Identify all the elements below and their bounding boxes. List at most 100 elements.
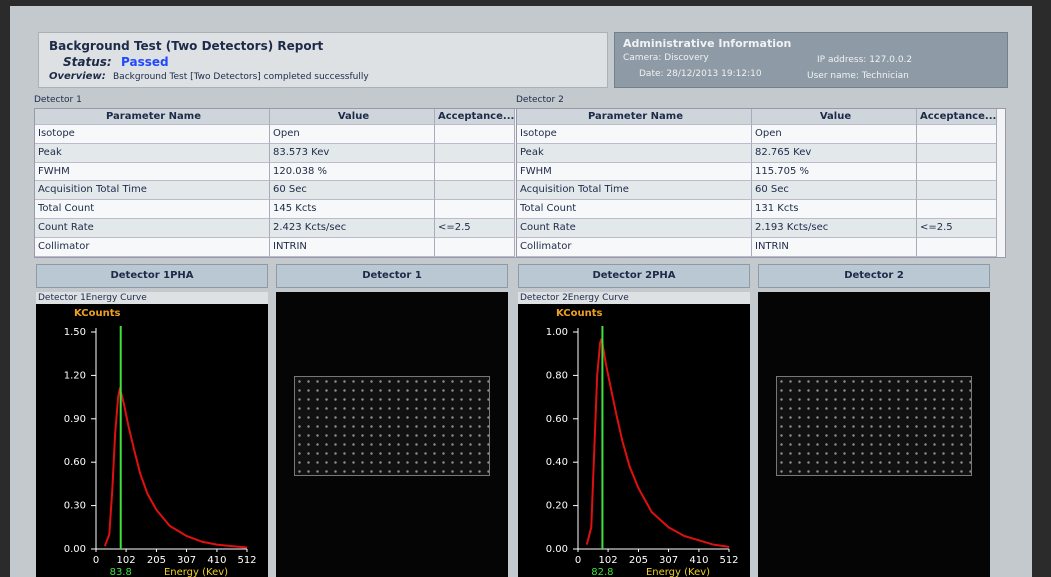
user-name: User name: Technician xyxy=(807,71,909,81)
table-cell: Total Count xyxy=(35,200,270,219)
report-panel: Background Test (Two Detectors) Report S… xyxy=(38,32,608,88)
table-cell: Acquisition Total Time xyxy=(35,181,270,200)
admin-title: Administrative Information xyxy=(623,37,791,50)
y-tick-label: 0.00 xyxy=(64,544,86,555)
peak-label: 82.8 xyxy=(591,567,613,577)
screen: Background Test (Two Detectors) Report S… xyxy=(10,6,1032,577)
detector-image xyxy=(276,292,508,577)
table-cell: Total Count xyxy=(517,200,752,219)
y-tick-label: 1.50 xyxy=(64,327,86,338)
table-cell: 83.573 Kev xyxy=(270,144,435,163)
overview-label: Overview: xyxy=(49,71,106,82)
column-header: Value xyxy=(270,109,435,125)
tab[interactable]: Detector 1PHA xyxy=(36,264,268,288)
table-cell: 60 Sec xyxy=(270,181,435,200)
energy-curve xyxy=(105,390,247,548)
table-cell: Isotope xyxy=(517,125,752,144)
x-axis-label: Energy (Kev) xyxy=(164,567,228,577)
y-tick-label: 0.20 xyxy=(546,501,568,512)
table-cell: 120.038 % xyxy=(270,163,435,182)
table-cell: Open xyxy=(270,125,435,144)
status-value: Passed xyxy=(121,55,169,69)
empty-cell xyxy=(917,144,997,163)
x-tick-label: 205 xyxy=(147,555,166,566)
table-cell: <=2.5 xyxy=(917,219,997,238)
tab[interactable]: Detector 2PHA xyxy=(518,264,750,288)
chart-title: Detector 2Energy Curve xyxy=(518,292,750,304)
table-cell: 2.423 Kcts/sec xyxy=(270,219,435,238)
column-header: Acceptance... xyxy=(435,109,515,125)
table-cell: INTRIN xyxy=(270,238,435,257)
table-cell: Acquisition Total Time xyxy=(517,181,752,200)
empty-cell xyxy=(435,181,515,200)
x-tick-label: 0 xyxy=(575,555,581,566)
x-tick-label: 307 xyxy=(177,555,196,566)
empty-cell xyxy=(917,238,997,257)
x-tick-label: 410 xyxy=(689,555,708,566)
y-tick-label: 0.40 xyxy=(546,457,568,468)
status-label: Status: xyxy=(63,55,112,69)
peak-label: 83.8 xyxy=(110,567,132,577)
y-tick-label: 0.90 xyxy=(64,414,86,425)
y-tick-label: 0.80 xyxy=(546,370,568,381)
x-tick-label: 102 xyxy=(599,555,618,566)
table-cell: 131 Kcts xyxy=(752,200,917,219)
table-cell: FWHM xyxy=(35,163,270,182)
y-tick-label: 0.60 xyxy=(64,457,86,468)
y-axis-label: KCounts xyxy=(556,308,603,319)
empty-cell xyxy=(917,181,997,200)
y-axis-label: KCounts xyxy=(74,308,121,319)
table-cell: Peak xyxy=(35,144,270,163)
y-tick-label: 1.20 xyxy=(64,370,86,381)
table-cell: Open xyxy=(752,125,917,144)
table-cell: Collimator xyxy=(35,238,270,257)
column-header: Value xyxy=(752,109,917,125)
page: Background Test (Two Detectors) Report S… xyxy=(0,0,1051,577)
x-axis-label: Energy (Kev) xyxy=(646,567,710,577)
detector-image xyxy=(758,292,990,577)
flood-image xyxy=(294,376,490,476)
column-header: Parameter Name xyxy=(517,109,752,125)
y-tick-label: 1.00 xyxy=(546,327,568,338)
column-header: Acceptance... xyxy=(917,109,997,125)
table-cell: 115.705 % xyxy=(752,163,917,182)
tab[interactable]: Detector 2 xyxy=(758,264,990,288)
x-tick-label: 410 xyxy=(207,555,226,566)
x-tick-label: 205 xyxy=(629,555,648,566)
ip-address: IP address: 127.0.0.2 xyxy=(817,55,912,65)
detector-label: Detector 1 xyxy=(34,95,82,105)
table-cell: <=2.5 xyxy=(435,219,515,238)
tab[interactable]: Detector 1 xyxy=(276,264,508,288)
camera: Camera: Discovery xyxy=(623,53,709,63)
empty-cell xyxy=(435,238,515,257)
overview-text: Background Test [Two Detectors] complete… xyxy=(113,72,369,82)
energy-curve xyxy=(587,339,729,547)
table-cell: Peak xyxy=(517,144,752,163)
detector-label: Detector 2 xyxy=(516,95,564,105)
y-tick-label: 0.30 xyxy=(64,501,86,512)
table-cell: Count Rate xyxy=(517,219,752,238)
admin-panel: Administrative Information Camera: Disco… xyxy=(614,32,1008,88)
table-cell: INTRIN xyxy=(752,238,917,257)
report-title: Background Test (Two Detectors) Report xyxy=(49,39,323,53)
table-cell: Collimator xyxy=(517,238,752,257)
x-tick-label: 0 xyxy=(93,555,99,566)
table-cell: 60 Sec xyxy=(752,181,917,200)
x-tick-label: 512 xyxy=(237,555,256,566)
column-header: Parameter Name xyxy=(35,109,270,125)
empty-cell xyxy=(917,200,997,219)
empty-cell xyxy=(435,144,515,163)
x-tick-label: 307 xyxy=(659,555,678,566)
table-cell: 82.765 Kev xyxy=(752,144,917,163)
empty-cell xyxy=(917,163,997,182)
y-tick-label: 0.00 xyxy=(546,544,568,555)
empty-cell xyxy=(435,200,515,219)
chart-title: Detector 1Energy Curve xyxy=(36,292,268,304)
flood-image xyxy=(776,376,972,476)
table-cell: Count Rate xyxy=(35,219,270,238)
table-cell: 145 Kcts xyxy=(270,200,435,219)
